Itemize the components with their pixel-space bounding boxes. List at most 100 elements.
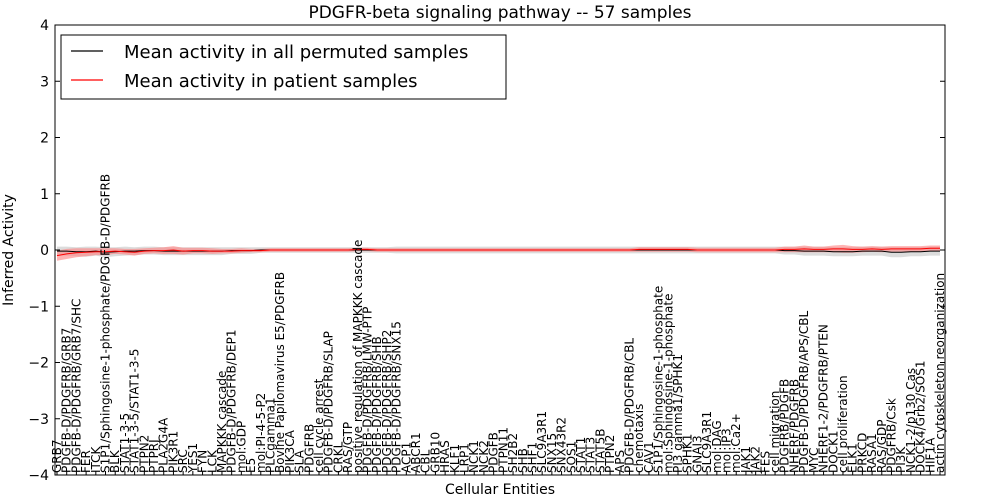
x-tick-label: PIK3R1 — [166, 431, 180, 473]
x-tick-label: JAK1 — [739, 446, 753, 474]
x-tick-label: mol:DAG — [710, 420, 724, 473]
series-lines — [56, 247, 940, 257]
x-tick-label: mol:PI-4-5-P2 — [254, 393, 268, 473]
x-tick-label: HIF1A — [923, 437, 937, 473]
x-tick-label: STAT5B — [593, 429, 607, 474]
chart-title: PDGFR-beta signaling pathway -- 57 sampl… — [308, 3, 691, 23]
legend-label-permuted: Mean activity in all permuted samples — [124, 42, 468, 63]
x-tick-label: actin cytoskeleton reorganization — [933, 273, 947, 473]
x-tick-label: NCK1 — [467, 440, 481, 473]
x-tick-label: PTPN11 — [496, 427, 510, 473]
x-tick-label: CBL — [419, 449, 433, 473]
x-tick-label: PDGFRB/PDGFB — [778, 379, 792, 473]
x-tick-label: BLK — [108, 449, 122, 473]
x-tick-label: PDGFB-D/PDGFRB/DEP1 — [225, 329, 239, 473]
x-tick-label: mol:GDP — [234, 421, 248, 473]
x-tick-label: PDGFB-D/PDGFRB/SHP2 — [380, 330, 394, 473]
x-tick-label: GRB10 — [428, 432, 442, 473]
x-tick-label: FES — [758, 451, 772, 473]
legend: Mean activity in all permuted samples Me… — [60, 34, 507, 100]
y-tick-label: 0 — [40, 243, 49, 259]
x-tick-label: SLC9A3R1 — [700, 411, 714, 473]
x-tick-label: PDGFRB — [302, 424, 316, 473]
x-tick-label: SNX43R2 — [555, 417, 569, 473]
y-tick-label: −1 — [28, 299, 49, 315]
x-tick-label: YES1 — [186, 443, 200, 474]
confidence-bands — [57, 244, 940, 261]
x-tick-label: positive regulation of MAPKKK cascade — [351, 240, 365, 473]
x-tick-label: NCK1-2/p130 Cas — [904, 368, 918, 473]
x-tick-label: RAS/GTP — [341, 422, 355, 473]
x-tick-label: DOCK4/Grb2/SOS1 — [914, 361, 928, 473]
y-tick-label: 2 — [40, 131, 49, 147]
x-tick-label: STAT1 — [574, 437, 588, 473]
band-patient — [57, 244, 940, 261]
x-tick-label: GNAI3 — [690, 435, 704, 473]
x-tick-label: PDGFB-D/PDGFRB/GRB7/SHC — [69, 299, 83, 473]
x-tick-label: PDGFB-D/PDGFRB/GRB7 — [60, 328, 74, 473]
x-tick-label: PDGFB-D/PDGFRB/LMW-PTP — [361, 307, 375, 473]
x-tick-label: LCK — [205, 449, 219, 473]
x-tick-label: PDGFRB/Csk — [885, 398, 899, 473]
x-tick-label: SRC — [176, 449, 190, 473]
x-tick-label: HRAS — [438, 440, 452, 473]
x-tick-label: APS — [613, 450, 627, 473]
x-axis: GRB7PDGFB-D/PDGFRB/GRB7PDGFB-D/PDGFRB/GR… — [50, 174, 947, 475]
x-tick-label: RAS/GDP — [875, 420, 889, 474]
x-tick-label: cell migration — [768, 391, 782, 473]
x-tick-label: cell cycle arrest — [312, 378, 326, 473]
x-tick-label: S1P1/Sphingosine-1-phosphate — [652, 286, 666, 473]
x-tick-label: SPHK1 — [681, 434, 695, 473]
x-tick-label: PI3K — [894, 446, 908, 473]
x-tick-label: PDGFB-D/PDGFRB/SHB — [370, 336, 384, 473]
y-tick-label: −2 — [28, 356, 49, 372]
x-tick-label: CRKL — [331, 441, 345, 473]
x-tick-label: NHERF1-2/PDGFRB/PTEN — [817, 324, 831, 473]
x-tick-label: SLC9A3R1 — [535, 411, 549, 473]
x-tick-label: E5 — [244, 458, 258, 473]
x-tick-label: PDGFB-D/PDGFRB/SNX15 — [390, 321, 404, 473]
x-tick-label: PIK3CA — [283, 429, 297, 473]
x-tick-label: ITCK — [89, 445, 103, 473]
x-tick-label: ELK1 — [846, 443, 860, 473]
legend-box — [60, 34, 507, 100]
x-tick-label: ACP1 — [399, 442, 413, 473]
x-tick-label: MYC — [807, 448, 821, 473]
x-tick-label: FER — [79, 450, 93, 473]
x-tick-label: LRP1 — [458, 443, 472, 473]
x-tick-label: PDGFB-D/PDGFRB/SLAP — [322, 331, 336, 473]
x-tick-label: NHERF/PDGFRB — [788, 379, 802, 473]
x-tick-label: PI3 gamma1/SPHK1 — [671, 354, 685, 473]
x-tick-label: FYN — [196, 450, 210, 473]
x-tick-label: STAT1-3-5/STAT1-3-5 — [128, 349, 142, 473]
x-tick-label: CAV1 — [642, 441, 656, 473]
y-tick-label: −3 — [28, 412, 49, 428]
x-tick-label: mol:Ca2+ — [729, 413, 743, 473]
x-tick-label: PLA2G4A — [157, 417, 171, 473]
x-tick-label: STAT3 — [584, 437, 598, 473]
x-tick-label: PTPN2 — [603, 435, 617, 473]
x-tick-label: SH2B2 — [506, 433, 520, 473]
x-tick-label: PRKCD — [855, 433, 869, 473]
x-tick-label: SHB — [516, 448, 530, 473]
y-axis-label: Inferred Activity — [1, 194, 17, 306]
x-tick-label: PDGFB-D/PDGFRB/APS/CBL — [797, 310, 811, 473]
x-tick-label: SNX15 — [545, 433, 559, 473]
x-axis-label: Cellular Entities — [445, 482, 555, 498]
x-tick-label: S1P1/Sphingosine-1-phosphate/PDGFB-D/PDG… — [99, 174, 113, 473]
x-tick-label: mol:IP3 — [720, 428, 734, 473]
x-tick-label: ABCR1 — [409, 432, 423, 473]
x-tick-label: JAK2 — [749, 446, 763, 474]
x-tick-label: mol:Sphingosine-1-phosphate — [661, 294, 675, 474]
x-tick-label: GRB7 — [50, 439, 64, 473]
x-tick-label: KLF1 — [448, 444, 462, 473]
x-tick-label: NCK2 — [477, 440, 491, 473]
x-tick-label: PTPN2 — [137, 435, 151, 473]
x-tick-label: RASA1 — [865, 433, 879, 473]
plot-frame — [54, 24, 946, 476]
y-tick-label: 3 — [40, 74, 49, 90]
x-tick-label: MAPKKK cascade — [215, 371, 229, 473]
x-tick-label: DOCK1 — [826, 430, 840, 473]
y-tick-label: −4 — [28, 468, 49, 484]
